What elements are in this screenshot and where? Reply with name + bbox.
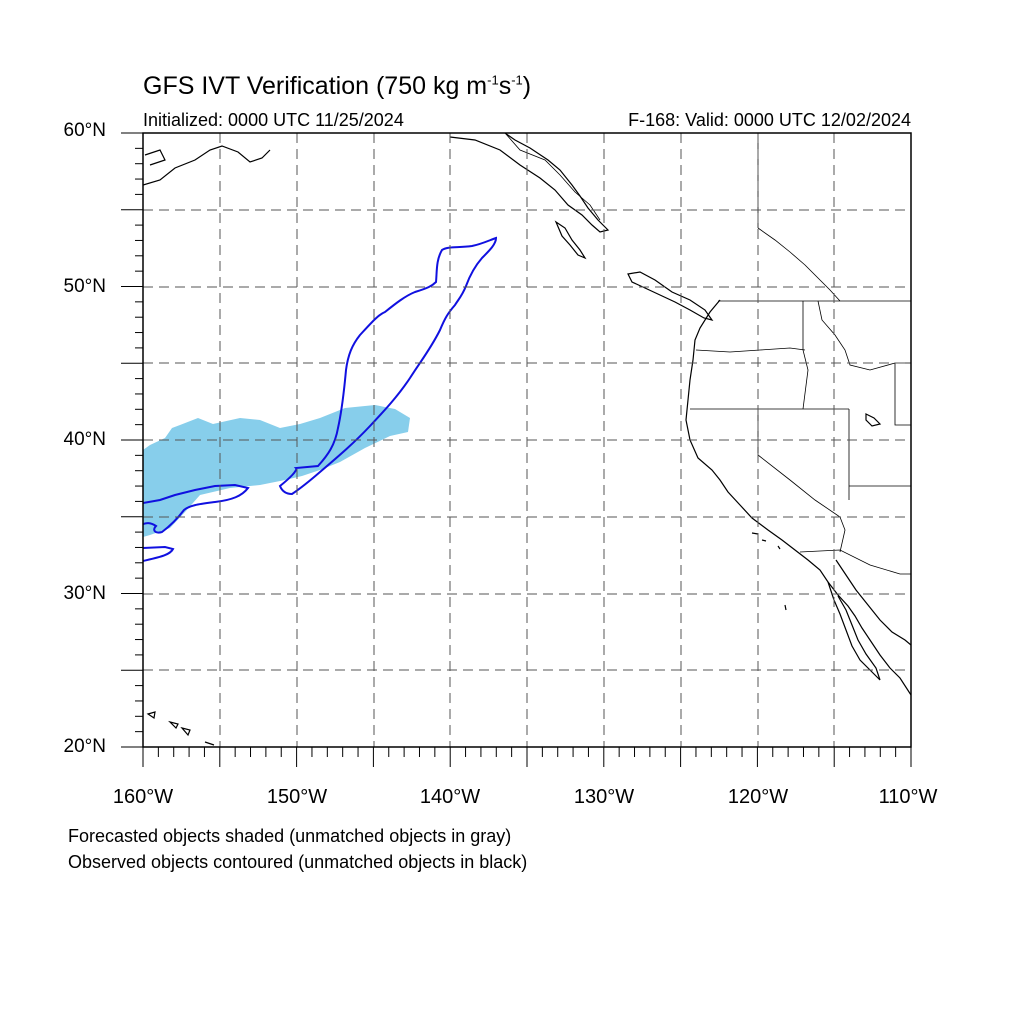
coastlines [143,133,911,746]
axis-ticks [121,132,912,767]
lon-label-110w: 110°W [878,786,938,808]
baja-peninsula [827,581,881,681]
alaska-canada-border [504,133,601,221]
lat-label-60n: 60°N [63,120,106,141]
channel-islands [751,532,787,611]
map-title: GFS IVT Verification (750 kg m-1s-1) [143,72,532,100]
idaho-montana-border [817,300,896,371]
california-nevada-border [757,409,846,553]
haida-gwaii [554,220,587,260]
vancouver-island [627,271,714,321]
great-salt-lake [865,413,882,427]
lat-label-50n: 50°N [63,276,106,297]
lat-label-40n: 40°N [63,429,106,450]
grid-lines [143,133,911,747]
observed-legend-note: Observed objects contoured (unmatched ob… [68,852,528,872]
alaska-panhandle-coast [449,133,610,233]
gulf-of-california-east-coast [835,559,911,646]
lat-label-30n: 30°N [63,583,106,604]
observed-ivt-contours [143,236,498,562]
lon-label-130w: 130°W [573,786,635,808]
forecast-ivt-object [143,405,410,537]
hawaii-islands [146,711,215,746]
map-frame [142,132,912,748]
bc-alberta-border [757,227,841,302]
west-coast [685,299,911,696]
valid-time: F-168: Valid: 0000 UTC 12/02/2024 [628,110,911,130]
observed-contour-west [143,483,250,534]
wyoming-west-border [894,362,911,426]
us-mexico-border [799,549,911,575]
state-boundaries [504,133,911,575]
washington-oregon-border [695,347,806,353]
alaska-peninsula-coast [143,145,271,186]
observed-contour-southwest [143,545,175,562]
lon-label-150w: 150°W [266,786,328,808]
idaho-west-border [802,301,809,410]
lon-label-160w: 160°W [112,786,174,808]
initialized-time: Initialized: 0000 UTC 11/25/2024 [143,110,404,130]
lon-label-140w: 140°W [419,786,481,808]
lon-label-120w: 120°W [727,786,789,808]
lat-label-20n: 20°N [63,736,106,757]
forecast-legend-note: Forecasted objects shaded (unmatched obj… [68,826,512,846]
observed-contour-main [278,236,498,496]
